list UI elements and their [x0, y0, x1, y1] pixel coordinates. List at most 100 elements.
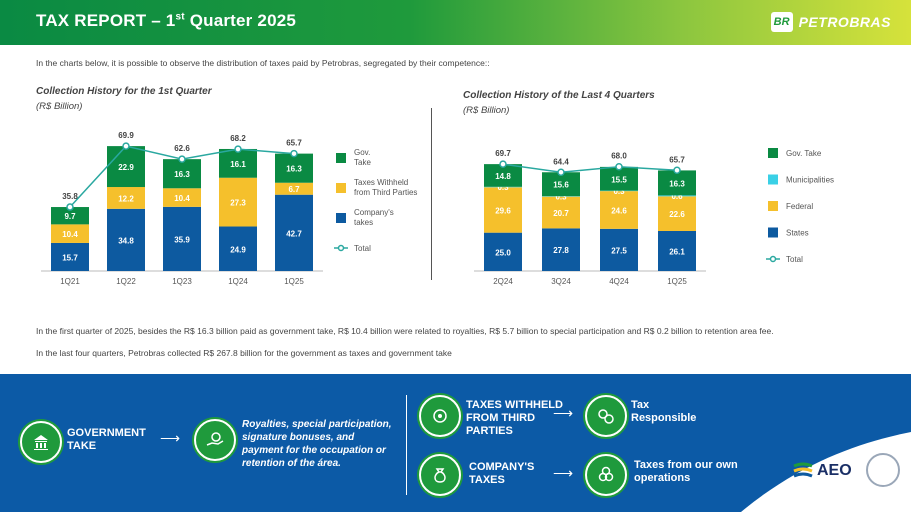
chart2-legend-label: Gov. Take — [786, 149, 822, 158]
chart1-bar-label: 10.4 — [62, 230, 78, 239]
chart1-bar-label: 6.7 — [288, 185, 300, 194]
chart2-legend-label-line: Federal — [786, 202, 813, 211]
chart1-total-point — [290, 149, 298, 158]
chart1-legend-label: Taxes Withheld from Third Parties — [354, 178, 417, 197]
chart1-bar-label: 16.3 — [286, 165, 302, 174]
br-logo-mark: BR — [770, 12, 793, 32]
petrobras-wordmark: PETROBRAS — [798, 14, 891, 30]
chart1-title: Collection History for the 1st Quarter — [36, 86, 212, 97]
chart2-bar-gov-take-3Q24 — [542, 172, 580, 197]
chart2-subtitle: (R$ Billion) — [463, 105, 510, 116]
chart2-bar-label: 0.3 — [497, 183, 509, 192]
chart1-legend-label-line: Taxes Withheld — [354, 178, 408, 187]
chart1-bar-gov-take-1Q25 — [275, 153, 313, 183]
chart2-bar-label: 0.6 — [671, 192, 683, 201]
chart1-subtitle: (R$ Billion) — [36, 101, 83, 112]
chart2-bar-states-2Q24 — [484, 232, 522, 271]
footer-divider — [406, 395, 407, 495]
money-bag-icon — [419, 454, 461, 496]
taxes-withheld-label: TAXES WITHHELD FROM THIRD PARTIES — [466, 399, 563, 437]
chart1-bar-taxes-withheld-from-third-parties-1Q23 — [163, 188, 201, 207]
chart1-legend-label-line: Gov. — [354, 148, 370, 157]
chart2-legend-total-marker — [769, 255, 777, 263]
header-banner: TAX REPORT – 1st Quarter 2025 BR PETROBR… — [0, 0, 911, 45]
chart1-legend-label-line: Company's — [354, 208, 394, 217]
chart1-legend-label-line: Take — [354, 158, 371, 167]
chart2-bar-label: 26.1 — [669, 247, 685, 256]
chart2-total-line — [502, 163, 678, 174]
chart2-bar-federal-2Q24 — [484, 187, 522, 233]
chart1-bar-label: 22.9 — [118, 163, 134, 172]
chart-1q-history: 15.7 10.4 9.7 1Q21 34.8 12.2 22.9 1Q22 35.9 10.4 1… — [41, 131, 834, 286]
building-icon — [20, 421, 62, 463]
chart2-bar-states-3Q24 — [542, 228, 580, 271]
chart1-legend-total-marker — [337, 244, 345, 252]
chart2-total-point — [499, 160, 507, 168]
chart1-bar-gov-take-1Q22 — [107, 146, 145, 188]
government-take-description: Royalties, special participation, signat… — [242, 419, 392, 469]
chart2-bar-label: 27.8 — [553, 246, 569, 255]
chart2-bar-federal-1Q25 — [658, 196, 696, 231]
chart1-x-tick: 1Q25 — [284, 277, 304, 286]
chart1-bar-label: 9.7 — [64, 212, 76, 221]
chart2-x-tick: 1Q25 — [667, 277, 687, 286]
hand-coin-icon — [194, 419, 236, 461]
chart1-legend-label: Company's takes — [354, 208, 394, 227]
chart2-legend-label: Municipalities — [786, 176, 834, 185]
chart1-bar-taxes-withheld-from-third-parties-1Q25 — [275, 182, 313, 195]
chart2-x-tick: 4Q24 — [609, 277, 629, 286]
chart1-legend-swatch — [336, 213, 346, 223]
chart1-legend-label-line: from Third Parties — [354, 188, 417, 197]
chart1-bar-label: 16.3 — [174, 170, 190, 179]
chart1-bar-label: 15.7 — [62, 253, 78, 262]
chart1-legend-label: Total — [354, 244, 371, 253]
arrow-icon: ⟶ — [553, 465, 574, 481]
chart1-x-tick: 1Q21 — [60, 277, 80, 286]
chart2-total-label: 65.7 — [669, 155, 685, 164]
chart1-total-label: 65.7 — [286, 139, 302, 148]
footer-white-wave — [741, 432, 911, 512]
chart1-total-point — [66, 203, 74, 211]
chart1-x-tick: 1Q24 — [228, 277, 248, 286]
chart2-legend-label: Federal — [786, 202, 813, 211]
chart1-total-point — [178, 155, 186, 163]
chart2-bar-label: 22.6 — [669, 210, 685, 219]
chart1-total-label: 68.2 — [230, 134, 246, 143]
chart1-bar-gov-take-1Q23 — [163, 159, 201, 189]
chart2-legend-label: States — [786, 229, 809, 238]
chart1-total-label: 62.6 — [174, 144, 190, 153]
chart2-bar-label: 29.6 — [495, 206, 511, 215]
chart1-total-point — [234, 145, 242, 153]
chart2-bar-states-4Q24 — [600, 228, 638, 271]
chart1-bar-company-s-takes-1Q23 — [163, 206, 201, 271]
chart2-title: Collection History of the Last 4 Quarter… — [463, 90, 655, 101]
chart-divider — [431, 108, 432, 280]
chart1-bar-label: 12.2 — [118, 194, 134, 203]
government-take-label: GOVERNMENT TAKE — [67, 427, 146, 452]
tax-responsible-label: Tax Responsible — [631, 399, 697, 424]
chart2-legend-swatch — [768, 201, 778, 211]
chart2-legend-label-line: States — [786, 229, 809, 238]
aeo-stripes-icon — [793, 462, 813, 478]
chart1-bar-company-s-takes-1Q24 — [219, 226, 257, 271]
certification-seal-icon — [866, 453, 900, 487]
chart2-bar-label: 14.8 — [495, 172, 511, 181]
chart1-bar-label: 10.4 — [174, 194, 190, 203]
chart1-total-label: 35.8 — [62, 192, 78, 201]
chart1-bar-taxes-withheld-from-third-parties-1Q21 — [51, 224, 89, 243]
chart2-total-point — [615, 162, 623, 171]
arrow-icon: ⟶ — [553, 405, 574, 421]
chart2-bar-label: 25.0 — [495, 248, 511, 257]
chart2-bar-states-1Q25 — [658, 230, 696, 271]
note-last-four-quarters: In the last four quarters, Petrobras col… — [36, 348, 452, 358]
chart1-bar-label: 16.1 — [230, 160, 246, 169]
chart2-legend-label: Total — [786, 255, 803, 264]
gears-icon — [585, 395, 627, 437]
chart1-bar-gov-take-1Q24 — [219, 148, 257, 178]
chart2-total-point — [557, 168, 565, 177]
chart1-bar-label: 35.9 — [174, 235, 190, 244]
chart2-bar-label: 24.6 — [611, 206, 627, 215]
chart2-bar-federal-4Q24 — [600, 191, 638, 229]
chart2-x-tick: 3Q24 — [551, 277, 571, 286]
chart2-legend-label-line: Municipalities — [786, 176, 834, 185]
